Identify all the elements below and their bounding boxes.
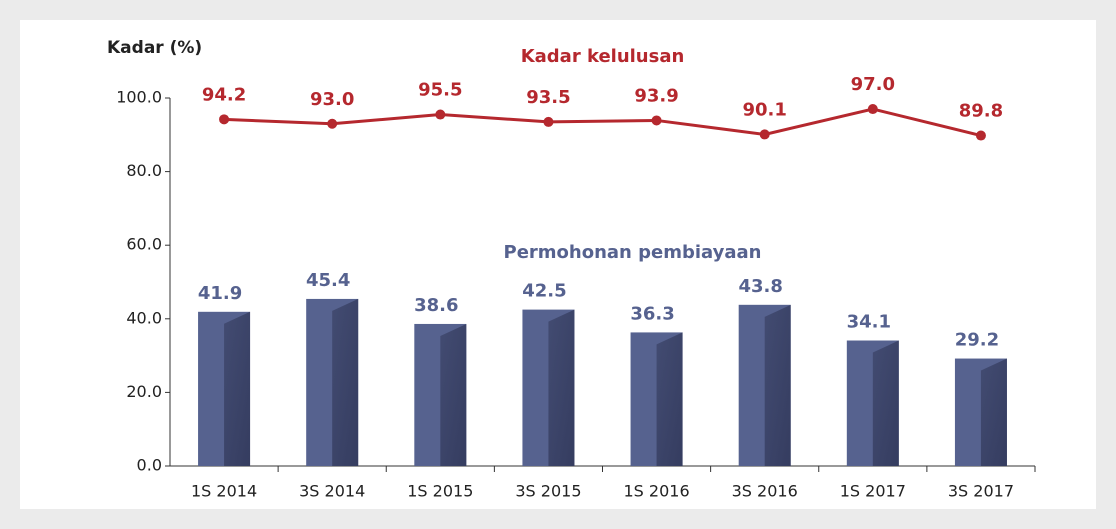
- bar-value-label: 43.8: [738, 276, 782, 297]
- bar-shade: [224, 311, 251, 466]
- y-tick-label: 40.0: [126, 308, 162, 327]
- bar-shade: [548, 309, 575, 466]
- line-value-label: 90.1: [742, 99, 786, 120]
- series-name: Permohonan pembiayaan: [504, 242, 762, 263]
- bar-value-label: 45.4: [306, 270, 350, 291]
- x-tick-label: 3S 2016: [732, 482, 798, 501]
- line-point: [651, 115, 662, 126]
- y-tick-label: 0.0: [137, 456, 162, 475]
- line-point: [867, 104, 878, 115]
- x-tick-label: 1S 2015: [407, 482, 473, 501]
- bar-value-label: 36.3: [630, 303, 674, 324]
- line-point: [543, 116, 554, 127]
- line-point: [759, 129, 770, 140]
- y-tick-label: 60.0: [126, 235, 162, 254]
- bar-value-label: 38.6: [414, 295, 458, 316]
- bar-shade: [656, 332, 683, 466]
- x-tick-label: 1S 2014: [191, 482, 257, 501]
- bar-value-label: 41.9: [198, 283, 242, 304]
- bar-shade: [980, 358, 1007, 466]
- series-name: Kadar kelulusan: [521, 46, 685, 67]
- line-point: [975, 130, 986, 141]
- line-value-label: 97.0: [851, 74, 895, 95]
- line-point: [219, 114, 230, 125]
- bar-value-label: 42.5: [522, 281, 566, 302]
- line-point: [435, 109, 446, 120]
- line: [224, 107, 982, 137]
- y-axis-label: Kadar (%): [107, 38, 202, 58]
- x-tick-label: 1S 2016: [623, 482, 689, 501]
- y-tick-label: 80.0: [126, 161, 162, 180]
- line-value-label: 93.0: [310, 89, 354, 110]
- line-value-label: 89.8: [959, 101, 1003, 122]
- bar-value-label: 29.2: [955, 330, 999, 351]
- line-value-label: 93.9: [634, 85, 678, 106]
- bar-shade: [764, 304, 791, 466]
- y-tick-label: 100.0: [116, 88, 162, 107]
- y-tick-label: 20.0: [126, 382, 162, 401]
- bar-value-label: 34.1: [847, 312, 891, 333]
- x-tick-label: 3S 2014: [299, 482, 365, 501]
- x-tick-label: 3S 2015: [515, 482, 581, 501]
- x-tick-label: 3S 2017: [948, 482, 1014, 501]
- line-value-label: 94.2: [202, 84, 246, 105]
- line-value-label: 93.5: [526, 87, 570, 108]
- bar-shade: [332, 298, 359, 466]
- bar-shade: [872, 340, 899, 466]
- x-tick-label: 1S 2017: [840, 482, 906, 501]
- line-value-label: 95.5: [418, 80, 462, 101]
- bar-shade: [440, 323, 467, 466]
- line-point: [327, 118, 338, 129]
